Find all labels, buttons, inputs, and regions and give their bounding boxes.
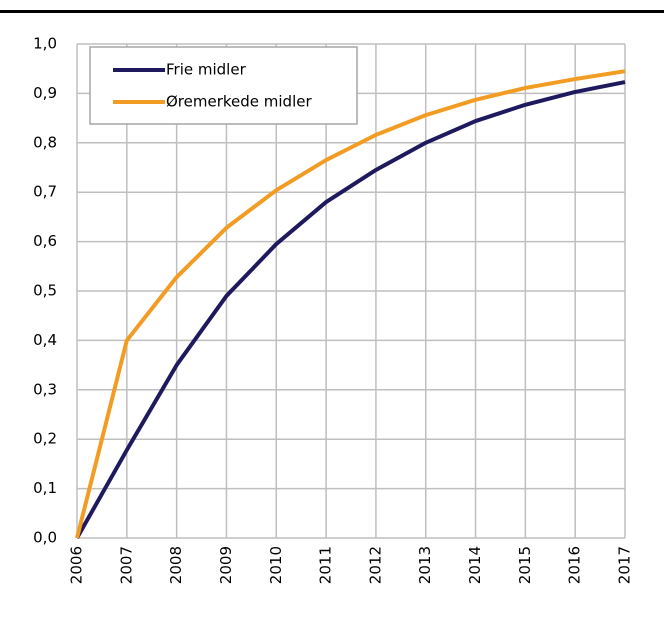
x-tick-label: 2013 xyxy=(416,546,434,584)
y-tick-label: 0,8 xyxy=(33,133,57,151)
x-tick-label: 2017 xyxy=(616,546,634,584)
x-tick-label: 2009 xyxy=(217,546,235,584)
x-tick-label: 2012 xyxy=(366,546,384,584)
y-tick-label: 0,4 xyxy=(33,331,57,349)
x-tick-label: 2014 xyxy=(466,546,484,584)
legend-label: Øremerkede midler xyxy=(166,93,312,111)
y-tick-label: 0,0 xyxy=(33,529,57,547)
x-tick-label: 2015 xyxy=(516,546,534,584)
x-tick-label: 2016 xyxy=(566,546,584,584)
x-tick-label: 2007 xyxy=(117,546,135,584)
x-tick-label: 2011 xyxy=(317,546,335,584)
series-line xyxy=(75,69,626,539)
y-tick-label: 0,7 xyxy=(33,183,57,201)
top-rule xyxy=(0,10,664,13)
y-tick-label: 1,0 xyxy=(33,35,57,53)
y-tick-label: 0,5 xyxy=(33,282,57,300)
x-tick-label: 2010 xyxy=(267,546,285,584)
y-tick-label: 0,3 xyxy=(33,380,57,398)
y-tick-label: 0,6 xyxy=(33,232,57,250)
legend-label: Frie midler xyxy=(166,61,247,79)
y-tick-label: 0,1 xyxy=(33,479,57,497)
legend-box xyxy=(89,46,358,125)
y-tick-label: 0,9 xyxy=(33,84,57,102)
y-tick-label: 0,2 xyxy=(33,430,57,448)
x-tick-label: 2006 xyxy=(68,546,86,584)
series-line xyxy=(75,80,626,539)
x-tick-label: 2008 xyxy=(167,546,185,584)
legend: Frie midler Øremerkede midler xyxy=(89,46,358,125)
